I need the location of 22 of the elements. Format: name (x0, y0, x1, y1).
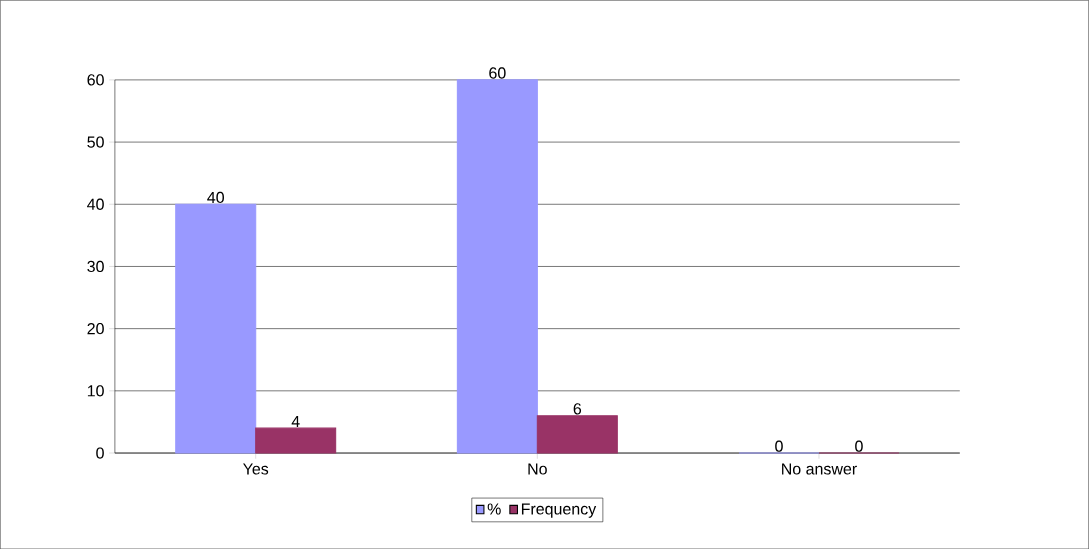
y-tick-label: 0 (96, 447, 104, 459)
data-label: 0 (855, 440, 863, 452)
x-tick-label: No answer (782, 463, 857, 475)
bar (255, 427, 337, 454)
y-tick-label: 60 (87, 74, 104, 86)
data-label: 4 (291, 415, 300, 427)
y-tick-label: 40 (87, 198, 104, 210)
y-tick-label: 10 (87, 385, 104, 397)
legend-label: % (487, 503, 501, 515)
data-label: 0 (775, 440, 783, 452)
x-tick-label: Yes (243, 463, 269, 475)
data-label: 6 (573, 403, 582, 415)
y-tick-label: 20 (87, 322, 104, 335)
bar (175, 203, 257, 454)
legend-label: Frequency (521, 503, 597, 518)
y-tick-label: 50 (87, 136, 104, 148)
data-label: 40 (207, 191, 224, 203)
bar (456, 79, 538, 454)
y-tick-label: 30 (87, 260, 104, 272)
bar (536, 415, 618, 454)
data-label: 60 (489, 67, 506, 79)
x-tick-label: No (528, 463, 547, 475)
